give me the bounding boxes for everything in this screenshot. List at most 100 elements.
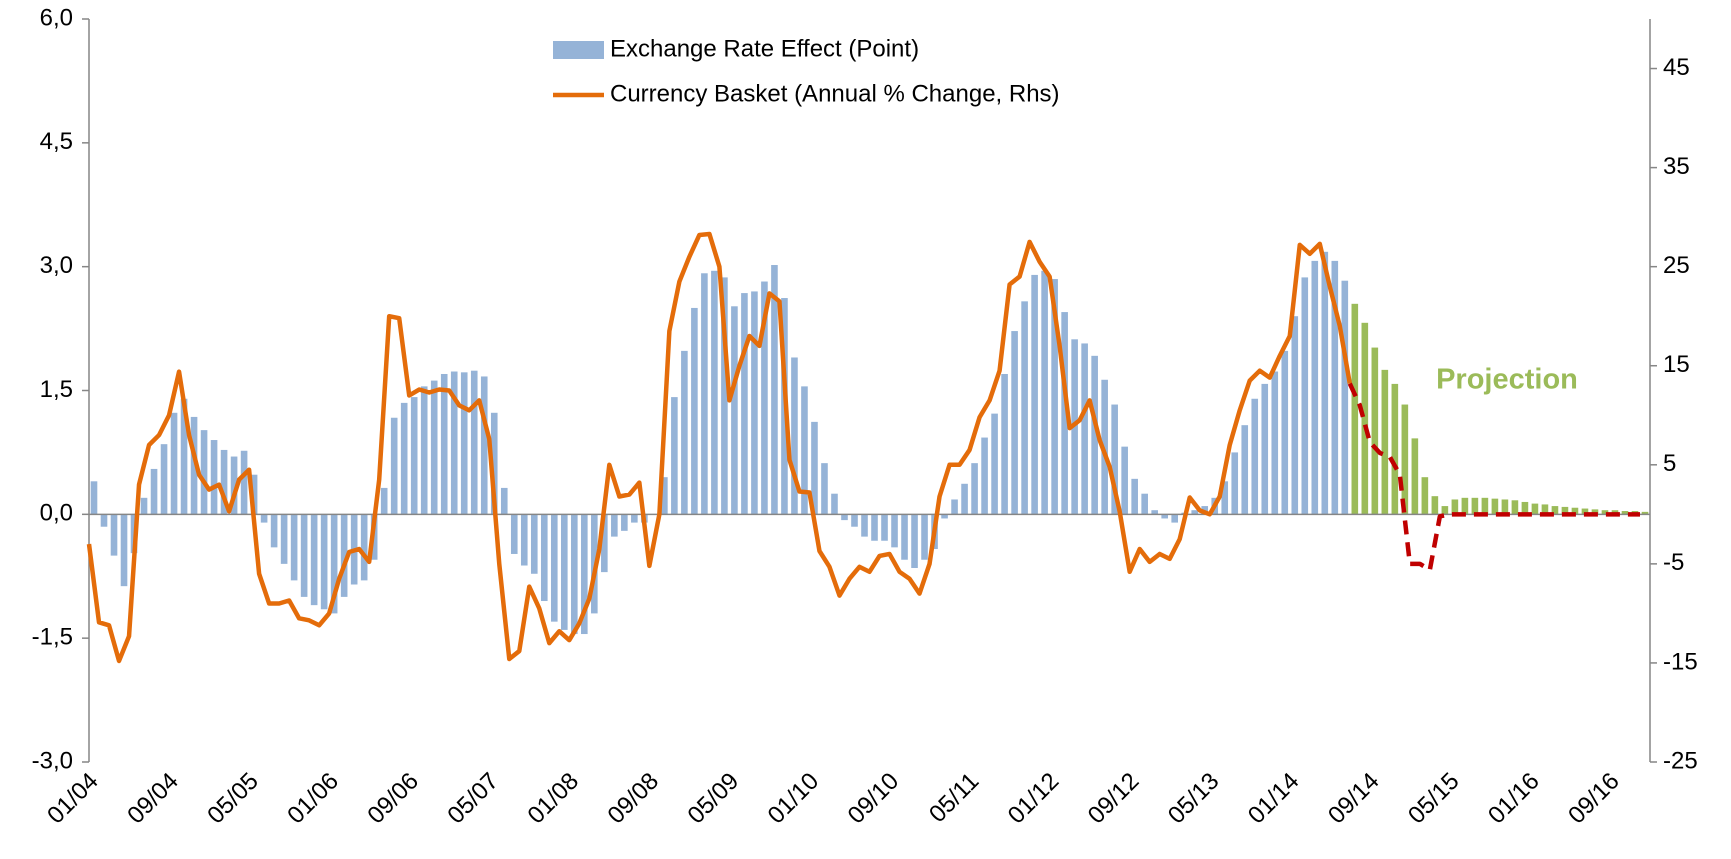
bar <box>621 514 628 531</box>
bar <box>1301 277 1309 515</box>
line <box>1347 382 1640 573</box>
bar <box>1161 514 1168 519</box>
bar <box>540 514 548 602</box>
bar <box>490 412 498 515</box>
y2-tick-label: -5 <box>1663 549 1684 576</box>
bar <box>1621 511 1629 515</box>
bar <box>761 281 768 515</box>
bar <box>210 440 218 515</box>
bar <box>1151 510 1158 515</box>
bar <box>120 514 128 587</box>
bar <box>330 514 338 614</box>
bar <box>831 493 838 515</box>
bar <box>1041 270 1048 515</box>
bar <box>1511 500 1519 515</box>
bar <box>290 514 298 581</box>
y2-tick-label: 35 <box>1663 153 1690 180</box>
bar <box>340 514 348 597</box>
bar <box>851 514 858 527</box>
bar <box>190 416 198 515</box>
bar <box>90 481 98 515</box>
bar <box>1471 497 1479 515</box>
bar <box>921 514 928 560</box>
bar <box>1521 501 1529 515</box>
bar <box>881 514 888 541</box>
bar <box>1561 506 1569 515</box>
bar <box>1331 260 1339 515</box>
bar <box>530 514 538 574</box>
bar <box>1501 499 1509 515</box>
bar <box>871 514 878 541</box>
bar <box>1121 446 1128 515</box>
x-tick-label: 05/15 <box>1403 768 1465 830</box>
x-tick-label: 01/06 <box>282 768 344 830</box>
y2-tick-label: 15 <box>1663 351 1690 378</box>
bar <box>711 270 718 515</box>
bar <box>1381 369 1389 515</box>
bar <box>971 463 978 515</box>
bar <box>1311 260 1319 515</box>
bar <box>861 514 868 537</box>
bar <box>841 514 848 521</box>
bar <box>230 456 238 515</box>
bar <box>771 265 778 515</box>
bar <box>1421 477 1429 515</box>
bar <box>1171 514 1178 523</box>
bar <box>250 474 258 515</box>
bar <box>220 449 228 515</box>
bar <box>270 514 278 548</box>
bar <box>681 350 688 515</box>
bar <box>150 468 158 515</box>
bar <box>400 402 408 515</box>
x-tick-label: 01/08 <box>522 768 584 830</box>
x-tick-label: 05/13 <box>1163 768 1225 830</box>
y2-tick-label: 45 <box>1663 54 1690 81</box>
bar <box>550 514 558 622</box>
bar <box>981 437 988 515</box>
bar <box>951 499 958 515</box>
bar <box>1031 274 1038 515</box>
x-tick-label: 09/04 <box>122 768 184 830</box>
y-tick-label: 3,0 <box>40 252 73 279</box>
bar <box>240 450 248 515</box>
bar <box>731 306 738 515</box>
bar <box>1021 301 1028 515</box>
bar <box>520 514 528 566</box>
bar <box>300 514 308 597</box>
bar <box>991 413 998 515</box>
y-tick-label: -1,5 <box>32 624 73 651</box>
x-tick-label: 01/04 <box>42 768 104 830</box>
bar <box>1551 506 1559 515</box>
bar <box>310 514 318 606</box>
bar <box>1581 508 1589 515</box>
bar <box>440 373 448 515</box>
bar <box>1241 425 1249 515</box>
bar <box>380 487 388 515</box>
bar <box>801 386 808 515</box>
x-tick-label: 05/11 <box>924 768 984 828</box>
bar <box>961 483 968 515</box>
bar <box>1341 280 1349 515</box>
bar <box>1251 398 1259 515</box>
legend-label: Currency Basket (Annual % Change, Rhs) <box>610 80 1060 107</box>
bar <box>470 370 478 515</box>
annotation: Projection <box>1436 364 1578 396</box>
bar <box>1141 493 1148 515</box>
bar <box>360 514 368 581</box>
bar <box>100 514 108 527</box>
x-tick-label: 09/06 <box>362 768 424 830</box>
bar <box>420 386 428 515</box>
y2-tick-label: 25 <box>1663 252 1690 279</box>
bar <box>1351 303 1359 515</box>
bar <box>1191 510 1199 515</box>
y-tick-label: 6,0 <box>40 4 73 31</box>
x-tick-label: 01/10 <box>763 768 825 830</box>
x-tick-label: 05/09 <box>683 768 745 830</box>
bar <box>1221 481 1229 515</box>
bar <box>701 273 708 515</box>
bar <box>1231 452 1239 515</box>
x-tick-label: 05/07 <box>442 768 504 830</box>
x-tick-label: 09/08 <box>603 768 665 830</box>
bar <box>1291 316 1299 515</box>
bar <box>751 291 758 515</box>
